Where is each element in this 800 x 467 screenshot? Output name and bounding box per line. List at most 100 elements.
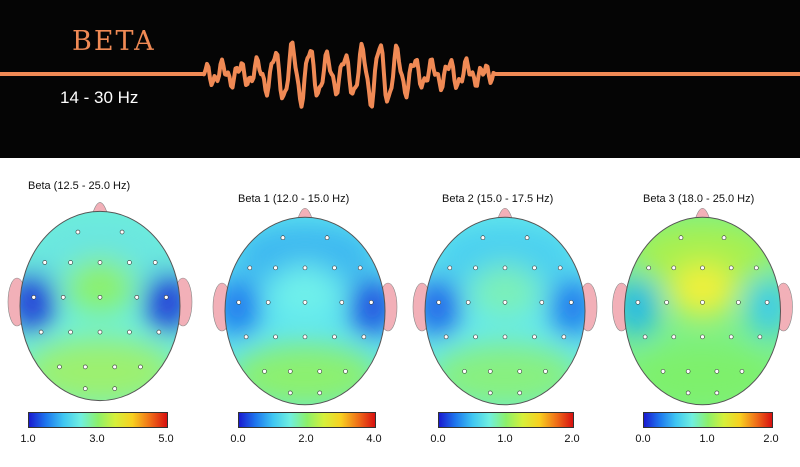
electrode-dot	[127, 260, 132, 265]
region-top	[233, 221, 377, 288]
map-title: Beta 3 (18.0 - 25.0 Hz)	[643, 193, 755, 205]
electrode-dot	[714, 390, 720, 396]
electrode-dot	[736, 300, 741, 305]
electrode-dot	[357, 265, 363, 271]
beta-banner: BETA 14 - 30 Hz	[0, 0, 800, 158]
scalp-topomap	[412, 207, 598, 406]
electrode-dot	[700, 334, 705, 340]
scalp-topomap	[612, 207, 793, 406]
electrode-dot	[287, 369, 293, 374]
electrode-dot	[721, 235, 727, 240]
electrode-dot	[317, 369, 323, 374]
scalp-topomap	[212, 207, 398, 406]
electrode-dot	[273, 265, 278, 271]
electrode-dot	[700, 265, 705, 271]
electrode-dot	[443, 334, 449, 340]
beta-wave-trace	[0, 40, 800, 109]
electrode-dot	[561, 334, 567, 340]
electrode-dot	[487, 369, 493, 374]
electrode-dot	[317, 390, 323, 396]
colorbar-tick-mid: 1.0	[699, 433, 715, 445]
colorbar-tick-max: 2.0	[763, 433, 779, 445]
electrode-dot	[97, 329, 103, 335]
region-bottom	[429, 343, 581, 405]
electrode-dot	[764, 300, 770, 305]
electrode-dot	[97, 260, 103, 265]
electrode-dot	[138, 364, 143, 370]
electrode-dot	[262, 369, 267, 374]
electrode-dot	[502, 300, 508, 305]
colorbar-tick-min: 0.0	[430, 433, 446, 445]
electrode-dot	[82, 364, 88, 370]
electrode-dot	[82, 386, 88, 391]
head-outline	[624, 216, 781, 406]
electrode-dots	[31, 229, 169, 391]
electrode-dot	[517, 390, 523, 396]
region-top	[28, 216, 172, 283]
region-top	[632, 221, 773, 288]
electrode-dot	[671, 265, 677, 271]
electrode-dot	[156, 329, 162, 335]
electrode-dot	[152, 260, 158, 265]
electrode-dot	[635, 300, 641, 305]
electrode-dot	[539, 300, 545, 305]
electrode-dot	[302, 265, 308, 271]
electrode-dot	[119, 229, 125, 235]
electrode-dot	[754, 265, 759, 271]
electrode-dot	[302, 334, 308, 340]
region-center	[271, 264, 339, 317]
scalp-topomap	[7, 202, 193, 402]
electrode-dot	[473, 265, 478, 271]
electrode-dot	[447, 265, 453, 271]
electrode-dot	[247, 265, 253, 271]
region-center	[471, 264, 539, 317]
region-center	[669, 264, 736, 317]
electrode-dot	[112, 386, 118, 391]
region-bottom	[24, 339, 176, 401]
electrode-dot	[339, 300, 345, 305]
electrode-dot	[685, 390, 691, 396]
electrode-dot	[265, 300, 271, 305]
colorbar-tick-max: 5.0	[158, 433, 174, 445]
colorbar	[238, 412, 376, 428]
electrode-dot	[57, 364, 62, 370]
colorbar-tick-mid: 2.0	[298, 433, 314, 445]
electrode-dot	[236, 300, 242, 305]
electrode-dot	[671, 334, 677, 340]
electrode-dot	[280, 235, 286, 240]
electrode-dot	[557, 265, 563, 271]
electrode-dot	[134, 294, 140, 300]
electrode-dot	[532, 265, 537, 271]
electrode-dot	[487, 390, 493, 396]
electrode-dot	[436, 300, 442, 305]
electrode-dot	[480, 235, 486, 240]
electrode-dot	[465, 300, 471, 305]
map-title: Beta (12.5 - 25.0 Hz)	[28, 180, 131, 192]
region-center	[66, 258, 134, 312]
region-top	[433, 221, 577, 288]
electrode-dot	[664, 300, 669, 305]
electrode-dot	[42, 260, 48, 265]
electrode-dot	[642, 334, 648, 340]
electrode-dot	[502, 334, 508, 340]
head-outline	[424, 216, 586, 406]
colorbar-tick-max: 2.0	[564, 433, 580, 445]
electrode-dot	[728, 265, 734, 271]
electrode-dot	[332, 265, 337, 271]
electrode-dot	[112, 364, 118, 370]
electrode-dot	[517, 369, 523, 374]
electrode-dot	[524, 235, 530, 240]
electrode-dot	[38, 329, 44, 335]
electrode-dot	[568, 300, 574, 305]
electrode-dot	[502, 265, 508, 271]
electrode-dot	[302, 300, 308, 305]
electrode-dot	[532, 334, 537, 340]
electrode-dot	[163, 294, 169, 300]
electrode-dot	[462, 369, 467, 374]
electrode-dot	[343, 369, 348, 374]
electrode-dot	[287, 390, 293, 396]
colorbar	[28, 412, 168, 428]
electrode-dot	[368, 300, 374, 305]
electrode-dot	[739, 369, 745, 374]
frequency-range-label: 14 - 30 Hz	[60, 88, 139, 107]
